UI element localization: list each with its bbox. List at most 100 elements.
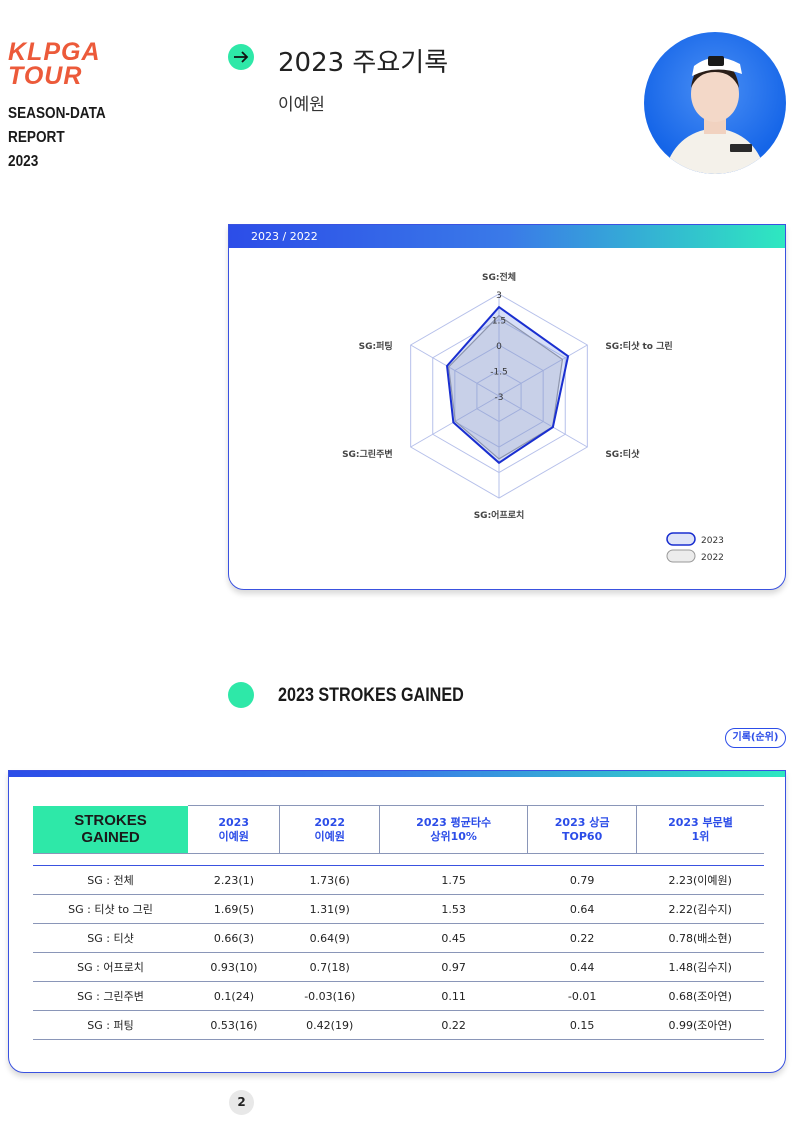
table-row: SG : 그린주변 0.1(24) -0.03(16) 0.11 -0.01 0.68(조… (33, 981, 764, 1011)
table-cell: 0.22 (527, 923, 637, 953)
column-header: 2022 이예원 (279, 805, 381, 854)
row-label-cell: SG : 티샷 to 그린 (33, 894, 188, 924)
radar-series-2022 (448, 314, 564, 460)
record-rank-badge: 기록(순위) (725, 728, 786, 748)
row-label-cell: SG : 퍼팅 (33, 1010, 188, 1040)
spacer-cell (33, 853, 764, 866)
player-name: 이예원 (278, 95, 325, 115)
column-header: 2023 상금 TOP60 (527, 805, 637, 854)
radar-tick-label: 1.5 (492, 317, 506, 327)
table-header-row: STROKES GAINED 2023 이예원 2022 이예원 2023 평균… (33, 805, 764, 854)
table-cell: 0.78(배소현) (636, 923, 764, 953)
logo-line-1: KLPGA (8, 38, 101, 66)
radar-axis-label: SG:퍼팅 (359, 340, 393, 352)
column-header-line2: 1위 (691, 829, 710, 843)
radar-axis-label: SG:티샷 to 그린 (605, 340, 672, 352)
legend-swatch (666, 549, 696, 563)
table-cell: 0.7(18) (279, 952, 380, 982)
table-cell: 2.22(김수지) (636, 894, 764, 924)
sg-table: STROKES GAINED 2023 이예원 2022 이예원 2023 평균… (33, 805, 764, 1040)
report-label: SEASON-DATA REPORT 2023 (8, 102, 106, 174)
radar-axis-label: SG:어프로치 (474, 509, 525, 521)
table-cell: 0.53(16) (188, 1010, 280, 1040)
row-label-cell: SG : 티샷 (33, 923, 188, 953)
column-header: 2023 이예원 (188, 805, 281, 854)
radar-tick-label: 0 (496, 342, 502, 352)
player-avatar (644, 32, 786, 174)
table-cell: 0.97 (379, 952, 528, 982)
table-accent-bar (9, 771, 785, 777)
radar-spoke (498, 395, 588, 448)
sg-section-title: 2023 STROKES GAINED (278, 685, 464, 706)
table-cell: 1.75 (379, 865, 528, 895)
column-header-line1: 2023 (218, 815, 249, 829)
table-cell: 0.66(3) (188, 923, 280, 953)
column-header: 2023 부문별 1위 (636, 805, 764, 854)
table-cell: 1.73(6) (279, 865, 380, 895)
radar-tick-label: -1.5 (490, 368, 508, 378)
page-number: 2 (229, 1090, 254, 1115)
table-cell: -0.03(16) (279, 981, 380, 1011)
column-header-line2: 이예원 (314, 829, 345, 843)
radar-axis-label: SG:그린주변 (342, 448, 393, 460)
table-cell: 0.93(10) (188, 952, 280, 982)
sg-table-card: STROKES GAINED 2023 이예원 2022 이예원 2023 평균… (8, 770, 786, 1073)
row-label-cell: SG : 어프로치 (33, 952, 188, 982)
corner-label-2: GAINED (81, 829, 140, 847)
table-cell: 0.45 (379, 923, 528, 953)
page-title: 2023 주요기록 (278, 48, 449, 78)
table-row: SG : 퍼팅 0.53(16) 0.42(19) 0.22 0.15 0.99(조아연) (33, 1010, 764, 1040)
radar-axis-label: SG:티샷 (605, 448, 640, 460)
corner-label-1: STROKES (74, 812, 147, 830)
table-cell: 1.53 (379, 894, 528, 924)
bullet-dot-icon (228, 682, 254, 708)
column-header-line2: 이예원 (218, 829, 249, 843)
column-header-line1: 2023 상금 (554, 815, 610, 829)
klpga-tour-logo: KLPGA TOUR (8, 38, 123, 90)
table-cell: 0.99(조아연) (636, 1010, 764, 1040)
column-header-line2: 상위10% (430, 829, 477, 843)
table-row: SG : 어프로치 0.93(10) 0.7(18) 0.97 0.44 1.48(김수지… (33, 952, 764, 982)
column-header-line1: 2023 부문별 (668, 815, 733, 829)
table-row: SG : 티샷 to 그린 1.69(5) 1.31(9) 1.53 0.64 2.22(… (33, 894, 764, 924)
table-row: SG : 티샷 0.66(3) 0.64(9) 0.45 0.22 0.78(배소현) (33, 923, 764, 953)
row-label-cell: SG : 그린주변 (33, 981, 188, 1011)
table-cell: 0.64(9) (279, 923, 380, 953)
radar-series-2023 (445, 305, 570, 465)
radar-axis-label: SG:전체 (482, 271, 516, 283)
table-cell: 2.23(이예원) (636, 865, 764, 895)
legend-swatch (666, 532, 696, 546)
column-header-line1: 2022 (314, 815, 346, 829)
header-spacer-row (33, 853, 764, 866)
column-header: 2023 평균타수 상위10% (379, 805, 529, 854)
table-cell: 0.22 (379, 1010, 528, 1040)
table-cell: 2.23(1) (188, 865, 280, 895)
column-header-line1: 2023 평균타수 (416, 815, 492, 829)
radar-chart-card: 2023 / 2022 3 1.5 0 -1.5 -3 SG:전체 SG:티샷 to 그린 S… (228, 224, 786, 590)
report-line-2: REPORT (8, 129, 65, 146)
row-label-cell: SG : 전체 (33, 865, 188, 895)
table-cell: 0.11 (379, 981, 528, 1011)
radar-spoke (410, 344, 500, 397)
column-header-line2: TOP60 (562, 829, 603, 843)
radar-tick-label: -3 (495, 393, 504, 403)
table-cell: -0.01 (527, 981, 637, 1011)
table-corner-header: STROKES GAINED (33, 805, 188, 854)
radar-tick-label: 3 (496, 291, 502, 301)
radar-tab-label: 2023 / 2022 (229, 225, 785, 248)
legend-label: 2022 (701, 553, 724, 563)
logo-line-2: TOUR (8, 62, 83, 90)
table-cell: 0.68(조아연) (636, 981, 764, 1011)
radar-chart: 3 1.5 0 -1.5 -3 SG:전체 SG:티샷 to 그린 SG:티샷 SG:어프로치 S… (342, 271, 724, 563)
table-cell: 1.69(5) (188, 894, 280, 924)
table-cell: 0.79 (527, 865, 637, 895)
table-cell: 0.44 (527, 952, 637, 982)
table-row: SG : 전체 2.23(1) 1.73(6) 1.75 0.79 2.23(이예원) (33, 865, 764, 895)
table-cell: 0.42(19) (279, 1010, 380, 1040)
radar-spoke (498, 344, 588, 397)
table-cell: 0.64 (527, 894, 637, 924)
table-cell: 1.31(9) (279, 894, 380, 924)
table-cell: 1.48(김수지) (636, 952, 764, 982)
brand-block: KLPGA TOUR SEASON-DATA REPORT 2023 (8, 40, 123, 174)
report-line-1: SEASON-DATA (8, 105, 106, 122)
